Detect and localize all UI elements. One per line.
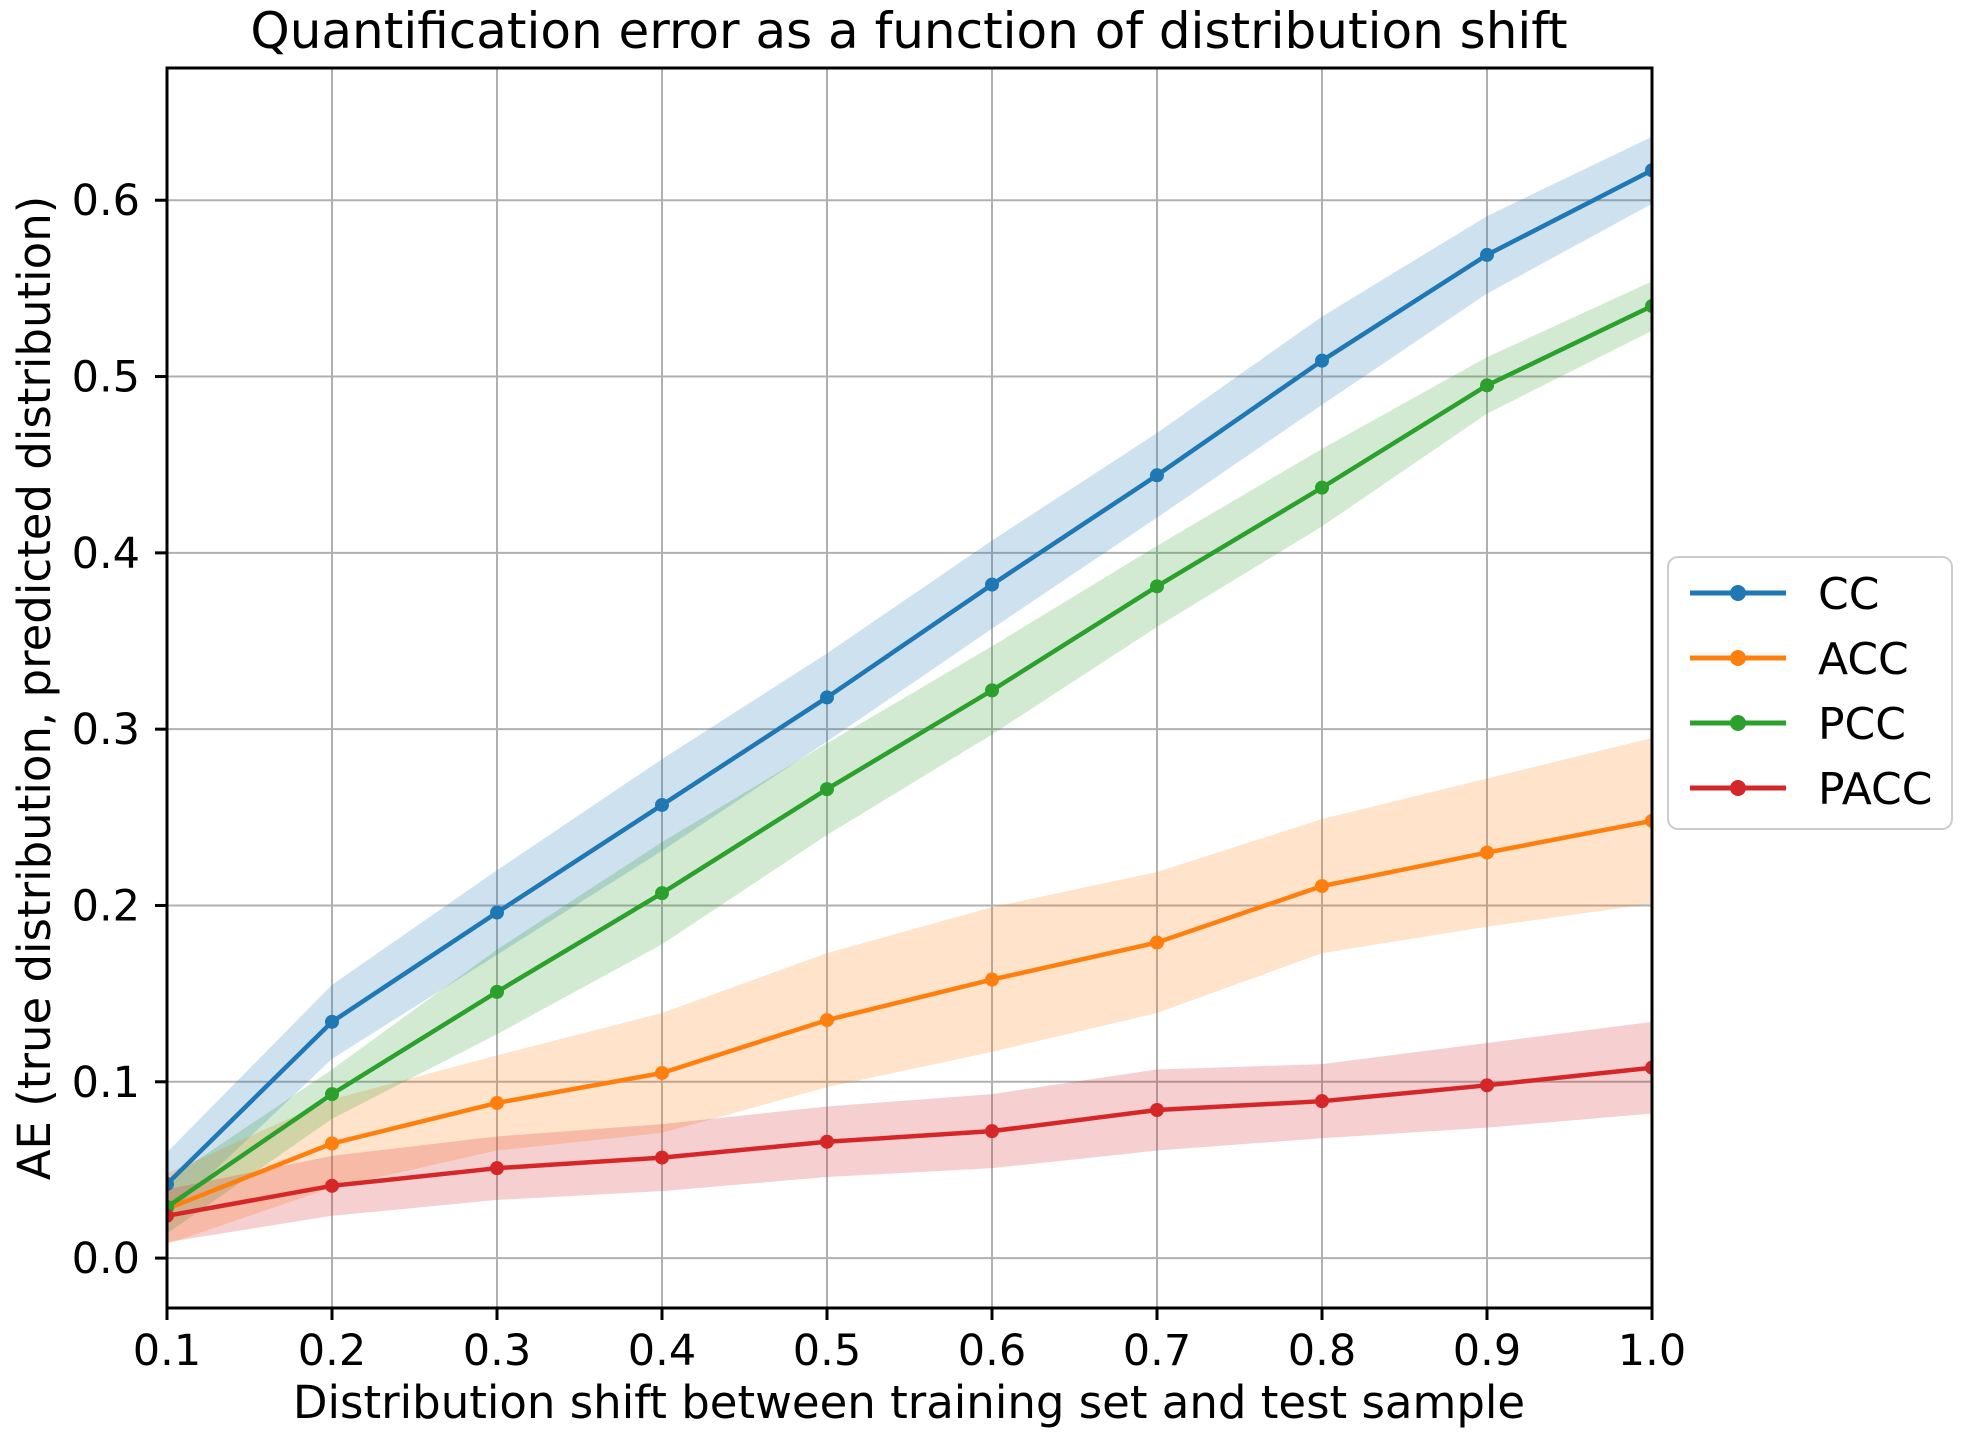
x-tick-label: 0.6	[958, 1326, 1026, 1376]
legend-entry-PCC: PCC	[1690, 699, 1906, 750]
marker-ACC	[985, 972, 999, 987]
x-tick-label: 0.5	[793, 1326, 861, 1376]
legend-box	[1667, 556, 1953, 830]
marker-ACC	[325, 1136, 339, 1151]
y-tick-label: 0.2	[72, 881, 140, 931]
y-tick-label: 0.6	[72, 176, 140, 226]
band-PACC	[167, 1021, 1652, 1243]
x-tick-label: 0.9	[1453, 1326, 1521, 1376]
x-tick-label: 0.2	[298, 1326, 366, 1376]
legend-label: CC	[1818, 569, 1879, 620]
marker-ACC	[490, 1095, 504, 1110]
marker-PCC	[1315, 480, 1329, 495]
marker-CC	[1150, 468, 1164, 483]
axis-ticks	[155, 198, 1654, 1320]
legend-marker	[1730, 780, 1746, 796]
legend-entry-CC: CC	[1690, 569, 1879, 620]
legend-entry-ACC: ACC	[1690, 634, 1909, 685]
chart-title: Quantification error as a function of di…	[250, 2, 1567, 60]
x-tick-label: 0.7	[1123, 1326, 1191, 1376]
marker-PCC	[655, 886, 669, 901]
marker-PCC	[985, 683, 999, 698]
marker-ACC	[820, 1013, 834, 1028]
band-PCC	[167, 281, 1652, 1234]
marker-ACC	[1480, 845, 1494, 860]
marker-CC	[820, 690, 834, 705]
marker-PACC	[1315, 1094, 1329, 1109]
legend-marker	[1730, 715, 1746, 731]
marker-PACC	[1480, 1078, 1494, 1093]
marker-CC	[1645, 163, 1652, 178]
legend: CC ACC PCC PACC	[1667, 556, 1953, 830]
x-tick-label: 1.0	[1618, 1326, 1686, 1376]
y-axis-label: AE (true distribution, predicted distrib…	[8, 196, 61, 1181]
marker-CC	[985, 577, 999, 592]
marker-PACC	[985, 1124, 999, 1139]
series-line-CC	[167, 168, 1652, 1186]
y-tick-label: 0.4	[72, 529, 140, 579]
band-CC	[167, 136, 1652, 1216]
series-line-ACC	[167, 818, 1652, 1211]
marker-CC	[490, 905, 504, 920]
marker-PCC	[325, 1087, 339, 1102]
marker-CC	[1480, 247, 1494, 262]
confidence-bands	[167, 136, 1652, 1244]
marker-ACC	[655, 1065, 669, 1080]
legend-marker	[1730, 585, 1746, 601]
marker-PCC	[1480, 378, 1494, 393]
series-line-PCC	[167, 303, 1652, 1209]
marker-PCC	[820, 782, 834, 797]
marker-ACC	[1315, 879, 1329, 894]
marker-CC	[655, 797, 669, 812]
marker-ACC	[1150, 935, 1164, 950]
plot-border	[165, 66, 1654, 1310]
marker-PCC	[490, 984, 504, 999]
marker-PACC	[1150, 1103, 1164, 1118]
marker-PACC	[655, 1150, 669, 1165]
axis-tick-labels: 0.1 0.2 0.3 0.4 0.5 0.6 0.7 0.8 0.9 1.0 0.0 0.1 0.2 0…	[72, 176, 1687, 1376]
y-tick-label: 0.3	[72, 705, 140, 755]
marker-CC	[325, 1014, 339, 1029]
x-tick-label: 0.4	[628, 1326, 696, 1376]
y-tick-label: 0.0	[72, 1234, 140, 1284]
legend-label: PACC	[1818, 764, 1933, 815]
x-axis-label: Distribution shift between training set …	[293, 1376, 1525, 1429]
series-line-PACC	[167, 1065, 1652, 1219]
y-tick-label: 0.1	[72, 1058, 140, 1108]
legend-entry-PACC: PACC	[1690, 764, 1933, 815]
marker-CC	[167, 1177, 174, 1192]
marker-PACC	[167, 1208, 174, 1223]
x-tick-label: 0.1	[133, 1326, 201, 1376]
x-tick-label: 0.8	[1288, 1326, 1356, 1376]
y-tick-label: 0.5	[72, 353, 140, 403]
marker-PACC	[490, 1161, 504, 1176]
band-ACC	[167, 737, 1652, 1244]
marker-PCC	[1645, 299, 1652, 314]
marker-PACC	[325, 1178, 339, 1193]
legend-label: ACC	[1818, 634, 1909, 685]
series-lines	[167, 163, 1652, 1223]
marker-PACC	[1645, 1060, 1652, 1075]
marker-CC	[1315, 353, 1329, 368]
marker-PCC	[1150, 579, 1164, 594]
marker-PACC	[820, 1134, 834, 1149]
marker-ACC	[1645, 813, 1652, 828]
x-tick-label: 0.3	[463, 1326, 531, 1376]
legend-marker	[1730, 650, 1746, 666]
legend-label: PCC	[1818, 699, 1906, 750]
